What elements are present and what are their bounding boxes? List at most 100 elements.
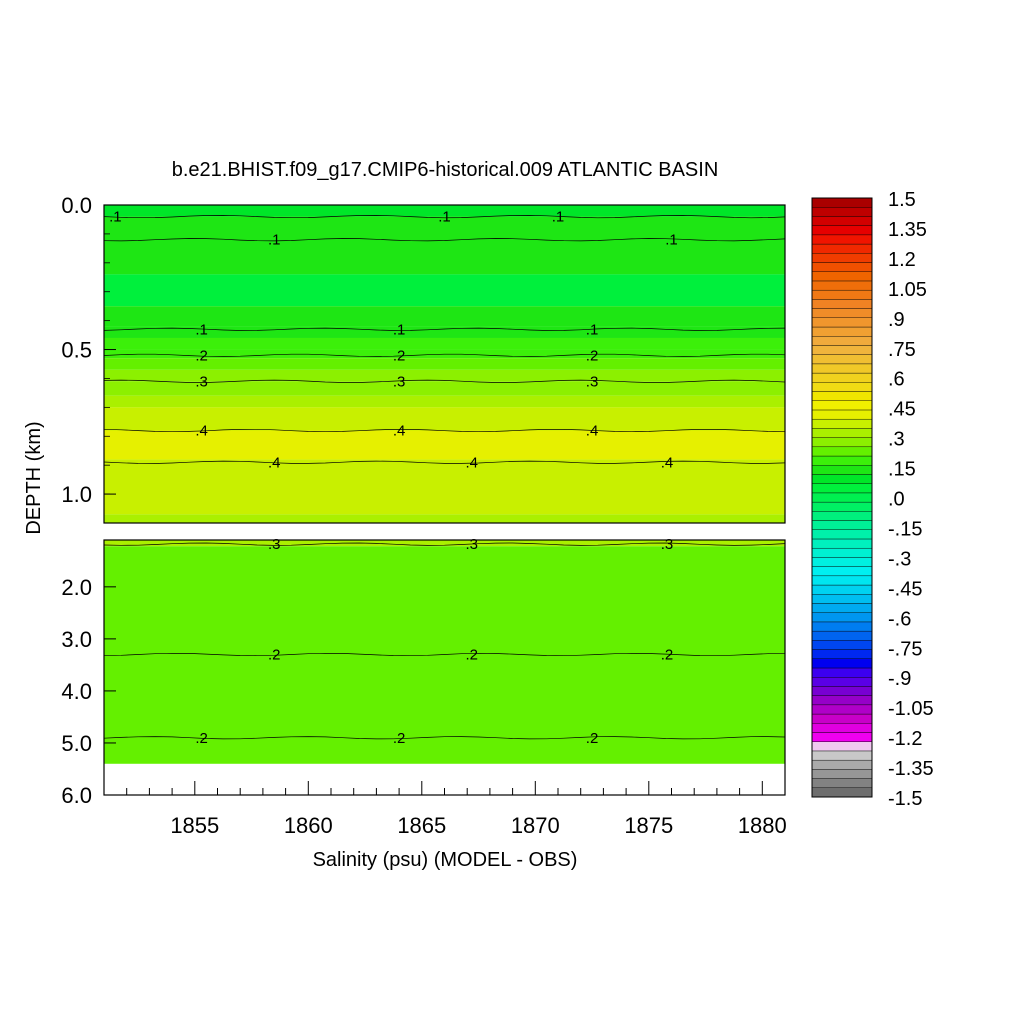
colorbar-label-11: -.15 xyxy=(888,518,922,540)
colorbar-swatch-16 xyxy=(811,640,873,650)
band-upper-11 xyxy=(104,407,785,431)
colorbar-label-17: -1.05 xyxy=(888,698,934,720)
colorbar-swatch-37 xyxy=(811,446,873,457)
colorbar-swatch-14 xyxy=(811,658,873,669)
y-tick-label-upper-1: 0.5 xyxy=(61,338,92,363)
contour-label-4-1: .3 xyxy=(393,373,406,390)
colorbar-swatch-8 xyxy=(811,713,873,724)
colorbar-label-19: -1.35 xyxy=(888,758,934,780)
contour-line-1 xyxy=(103,238,786,242)
contour-label-6-0: .4 xyxy=(268,454,281,471)
contour-label-8-0: .2 xyxy=(268,646,281,663)
contour-line-5 xyxy=(103,428,786,433)
colorbar-swatch-9 xyxy=(811,704,873,715)
colorbar: 1.5 1.35 1.2 1.05 .9 .75 .6 .45 .3 .15 .0 -.15 -.3 -.… xyxy=(811,189,934,810)
colorbar-swatch-22 xyxy=(811,584,873,595)
lower-panel: .3 .3 .3 .2 .2 .2 .2 .2 .2 2.0 3.0 4.0 5.0 6.0 xyxy=(61,536,786,808)
colorbar-swatch-54 xyxy=(811,289,873,300)
colorbar-swatch-41 xyxy=(811,409,873,420)
colorbar-swatch-39 xyxy=(811,428,873,438)
colorbar-swatch-28 xyxy=(811,529,873,540)
contour-label-9-1: .2 xyxy=(393,730,406,747)
band-upper-3 xyxy=(104,306,785,327)
colorbar-swatch-11 xyxy=(811,686,873,696)
colorbar-swatch-21 xyxy=(811,594,873,604)
contour-line-3 xyxy=(103,353,786,357)
band-upper-7 xyxy=(104,358,785,370)
colorbar-swatch-7 xyxy=(811,723,873,733)
colorbar-label-1: 1.35 xyxy=(888,219,927,241)
contour-label-5-2: .4 xyxy=(586,422,599,439)
colorbar-swatch-29 xyxy=(811,520,873,530)
y-tick-label-lower-2: 4.0 xyxy=(61,679,92,704)
contour-label-0-1: .1 xyxy=(438,209,451,226)
x-tick-label-2: 1865 xyxy=(397,813,446,838)
upper-panel: .1 .1 .1 .1 .1 .1 .1 .1 .2 .2 .2 .3 .3 .3 .4 .4 .4 .4 .4 .4… xyxy=(61,193,786,524)
contour-label-7-0: .3 xyxy=(268,536,281,553)
contour-label-6-1: .4 xyxy=(465,454,478,471)
contour-line-7 xyxy=(103,542,786,546)
colorbar-swatch-38 xyxy=(811,437,873,448)
upper-frame xyxy=(103,204,786,524)
colorbar-label-9: .15 xyxy=(888,459,916,481)
contour-label-7-1: .3 xyxy=(465,536,478,553)
colorbar-swatch-45 xyxy=(811,372,873,383)
colorbar-swatch-56 xyxy=(811,271,873,282)
colorbar-label-13: -.45 xyxy=(888,578,922,600)
colorbar-swatch-26 xyxy=(811,547,873,558)
band-lower-15 xyxy=(104,540,785,547)
colorbar-swatch-47 xyxy=(811,354,873,365)
colorbar-label-20: -1.5 xyxy=(888,788,922,810)
y-tick-label-upper-2: 1.0 xyxy=(61,482,92,507)
contour-label-2-1: .1 xyxy=(393,321,406,338)
colorbar-swatch-15 xyxy=(811,649,873,659)
colorbar-label-16: -.9 xyxy=(888,668,911,690)
contour-label-2-2: .1 xyxy=(586,321,599,338)
colorbar-swatch-18 xyxy=(811,621,873,632)
y-tick-label-lower-3: 5.0 xyxy=(61,731,92,756)
colorbar-swatch-13 xyxy=(811,667,873,678)
colorbar-swatch-58 xyxy=(811,253,873,263)
contour-label-4-0: .3 xyxy=(195,373,208,390)
contour-label-9-0: .2 xyxy=(195,730,208,747)
x-tick-label-5: 1880 xyxy=(738,813,787,838)
colorbar-swatch-49 xyxy=(811,336,873,346)
contour-label-3-0: .2 xyxy=(195,347,208,364)
colorbar-label-8: .3 xyxy=(888,429,905,451)
colorbar-swatch-57 xyxy=(811,262,873,272)
colorbar-swatch-10 xyxy=(811,695,873,706)
band-upper-9 xyxy=(104,381,785,396)
x-tick-label-3: 1870 xyxy=(511,813,560,838)
colorbar-label-6: .6 xyxy=(888,369,905,391)
contour-label-1-0: .1 xyxy=(268,232,281,249)
colorbar-swatch-4 xyxy=(811,750,873,761)
x-axis: 1855 1860 1865 1870 1875 1880 xyxy=(103,781,787,838)
colorbar-label-7: .45 xyxy=(888,399,916,421)
x-tick-label-1: 1860 xyxy=(284,813,333,838)
contour-label-9-2: .2 xyxy=(586,730,599,747)
band-upper-13 xyxy=(104,459,785,515)
colorbar-swatch-31 xyxy=(811,501,873,512)
contour-line-4 xyxy=(103,379,786,383)
contour-line-9 xyxy=(103,736,786,740)
colorbar-label-0: 1.5 xyxy=(888,189,916,211)
contour-label-8-1: .2 xyxy=(465,646,478,663)
colorbar-swatch-36 xyxy=(811,455,873,466)
colorbar-swatch-20 xyxy=(811,603,873,613)
colorbar-swatch-61 xyxy=(811,225,873,236)
colorbar-label-4: .9 xyxy=(888,309,905,331)
colorbar-swatch-64 xyxy=(811,197,873,208)
colorbar-swatch-52 xyxy=(811,308,873,319)
chart-title: b.e21.BHIST.f09_g17.CMIP6-historical.009… xyxy=(172,159,719,181)
band-lower-16 xyxy=(104,546,785,764)
x-tick-label-4: 1875 xyxy=(624,813,673,838)
contour-label-6-2: .4 xyxy=(661,454,674,471)
contour-label-5-1: .4 xyxy=(393,422,406,439)
y-tick-label-upper-0: 0.0 xyxy=(61,193,92,218)
colorbar-swatch-23 xyxy=(811,575,873,586)
band-upper-2 xyxy=(104,274,785,307)
contour-line-0 xyxy=(103,215,786,219)
y-axis-label: DEPTH (km) xyxy=(23,421,45,534)
colorbar-label-5: .75 xyxy=(888,339,916,361)
